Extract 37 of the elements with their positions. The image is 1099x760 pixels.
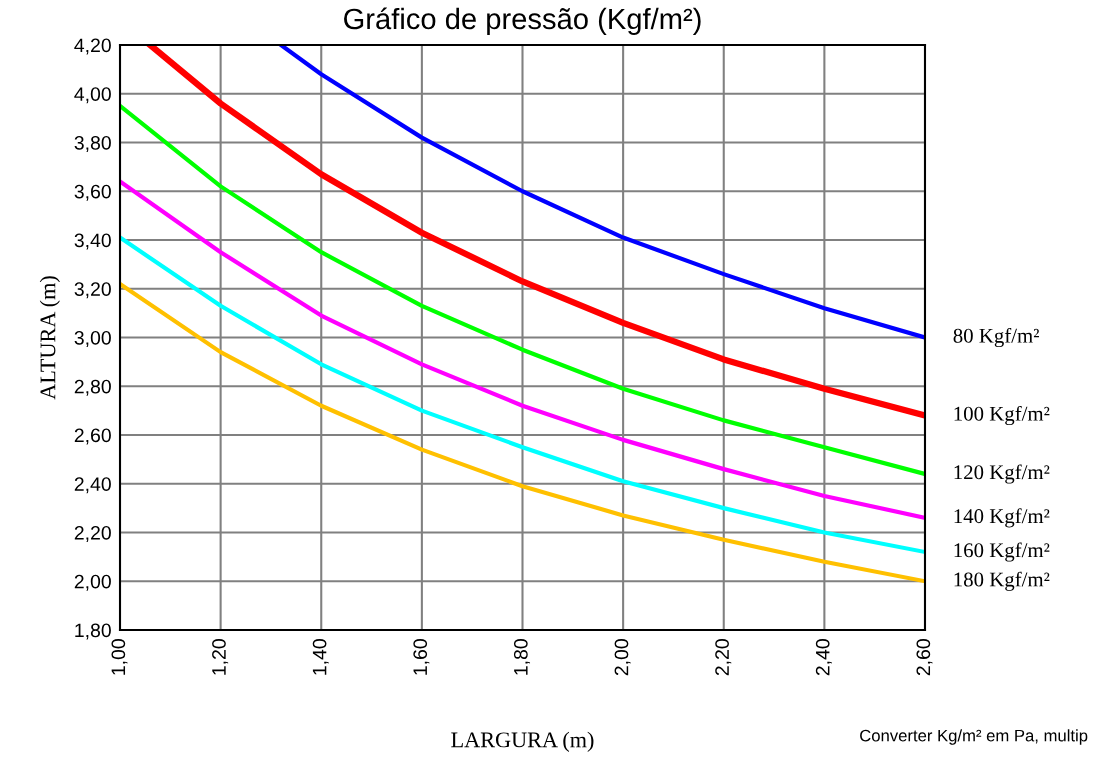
y-tick-label: 3,00 xyxy=(74,330,111,348)
y-axis-title: ALTURA (m) xyxy=(39,276,60,400)
y-tick-label: 2,60 xyxy=(74,428,111,445)
series-label: 120 Kgf/m² xyxy=(954,464,1050,484)
x-tick-label: 2,20 xyxy=(715,639,732,676)
x-tick-label: 1,00 xyxy=(111,639,128,675)
x-axis-title: LARGURA (m) xyxy=(451,731,594,752)
text: Converter Kg/m² em Pa, multip xyxy=(860,729,1088,745)
y-tick-label: 3,80 xyxy=(74,135,111,153)
series-label: 140 Kgf/m² xyxy=(954,508,1050,528)
y-tick-label: 3,60 xyxy=(74,184,111,201)
y-tick-label: 4,20 xyxy=(74,38,111,55)
x-tick-label: 1,80 xyxy=(513,639,531,675)
y-tick-label: 2,80 xyxy=(74,379,111,396)
series-label: 180 Kgf/m² xyxy=(954,571,1050,591)
y-tick-label: 4,00 xyxy=(74,87,111,104)
series-label: 160 Kgf/m² xyxy=(954,542,1050,562)
x-tick-label: 1,40 xyxy=(312,639,329,675)
line-series xyxy=(120,235,925,555)
y-tick-label: 1,80 xyxy=(75,623,111,640)
series-label: 80 Kgf/m² xyxy=(953,327,1039,348)
y-tick-label: 3,40 xyxy=(74,233,111,250)
x-tick-label: 2,00 xyxy=(614,639,631,676)
x-tick-label: 1,20 xyxy=(212,639,229,675)
line-series xyxy=(120,103,925,477)
line-series xyxy=(120,281,925,584)
x-tick-label: 1,60 xyxy=(413,639,430,675)
x-tick-label: 2,60 xyxy=(916,639,933,676)
y-tick-label: 2,00 xyxy=(74,574,111,591)
y-tick-label: 2,40 xyxy=(74,477,111,494)
chart-title: Gráfico de pressão (Kgf/m²) xyxy=(344,7,701,36)
line-series xyxy=(120,179,925,520)
x-tick-label: 2,40 xyxy=(815,639,832,676)
line-series xyxy=(278,45,925,340)
y-tick-label: 3,20 xyxy=(74,282,111,299)
series-label: 100 Kgf/m² xyxy=(954,405,1050,426)
y-tick-label: 2,20 xyxy=(74,525,111,543)
